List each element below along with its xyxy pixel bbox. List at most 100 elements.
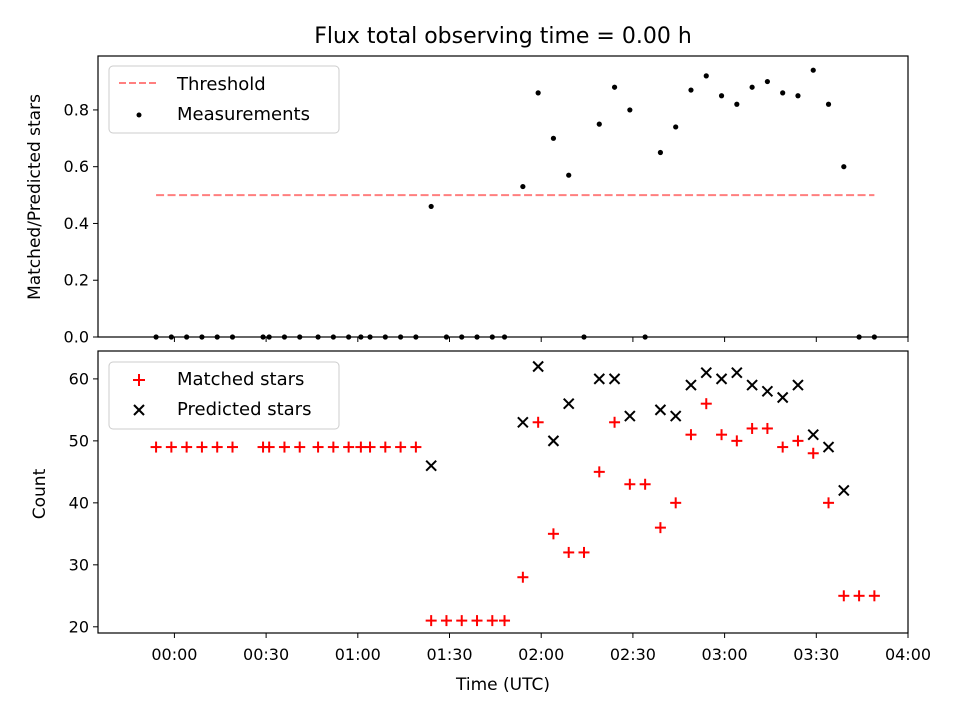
- x-axis-label: Time (UTC): [455, 675, 550, 695]
- predicted-marker-b: [425, 459, 437, 472]
- predicted-marker-b: [654, 404, 667, 416]
- matched-star-point: [685, 429, 697, 441]
- x-tick-label: 00:30: [243, 645, 289, 664]
- x-tick-label: 01:00: [335, 645, 381, 664]
- count-y-tick-label: 40: [69, 493, 89, 512]
- matched-star-point: [456, 615, 468, 627]
- count-y-tick-label: 30: [69, 555, 89, 574]
- matched-star-point: [165, 441, 177, 453]
- predicted-star-point: [547, 435, 560, 447]
- matched-star-point: [807, 447, 819, 459]
- ratio-y-tick-label: 0.4: [64, 214, 89, 233]
- ratio-panel: 0.00.20.40.60.8 Matched/Predicted stars …: [25, 55, 909, 347]
- legend-matched-label: Matched stars: [177, 369, 304, 390]
- measurement-point: [688, 87, 694, 93]
- x-tick-label: 02:30: [610, 645, 656, 664]
- matched-star-point: [532, 416, 544, 428]
- predicted-marker-b: [608, 373, 621, 385]
- ratio-y-tick-label: 0.2: [64, 271, 89, 290]
- count-axes-frame: [97, 350, 909, 634]
- matched-star-point: [440, 615, 452, 627]
- measurement-point: [657, 149, 664, 156]
- predicted-marker-b: [807, 428, 819, 441]
- measurement-point: [749, 84, 755, 90]
- matched-star-point: [327, 441, 339, 453]
- ratio-y-ticks: 0.0 0.2 0.4 0.6 0.8: [64, 100, 98, 347]
- count-legend: Matched stars Predicted stars: [108, 361, 340, 430]
- matched-star-point: [263, 441, 275, 453]
- ratio-axes-frame: [97, 55, 909, 338]
- predicted-star-point: [563, 397, 575, 410]
- count-plot-area: [150, 360, 880, 627]
- legend-predicted-label: Predicted stars: [177, 399, 311, 420]
- chart-title: Flux total observing time = 0.00 h: [314, 24, 692, 49]
- ratio-y-tick-label: 0.8: [64, 100, 89, 119]
- matched-star-point: [761, 422, 773, 434]
- x-tick-label: 04:00: [885, 645, 931, 664]
- predicted-marker-b: [776, 391, 789, 404]
- matched-star-point: [670, 497, 682, 509]
- measurement-point: [841, 164, 847, 170]
- matched-star-point: [410, 441, 422, 453]
- predicted-star-point: [731, 366, 743, 379]
- x-tick-label: 00:00: [151, 645, 197, 664]
- matched-star-point: [823, 497, 835, 509]
- matched-star-point: [312, 441, 324, 453]
- ratio-legend: Threshold Measurements: [108, 65, 340, 134]
- matched-star-point: [355, 441, 367, 453]
- legend-threshold-label: Threshold: [176, 74, 266, 95]
- matched-star-point: [181, 441, 193, 453]
- count-y-ticks: 20 30 40 50 60: [69, 369, 98, 636]
- matched-star-point: [853, 590, 865, 602]
- predicted-star-point: [807, 428, 819, 441]
- matched-star-point: [425, 615, 437, 627]
- measurement-point: [550, 135, 557, 141]
- predicted-star-point: [746, 379, 758, 391]
- matched-star-point: [700, 398, 712, 410]
- matched-star-point: [379, 441, 391, 453]
- matched-star-point: [639, 478, 651, 490]
- predicted-marker-b: [792, 379, 804, 391]
- matched-star-point: [731, 435, 743, 447]
- predicted-star-point: [425, 459, 437, 472]
- predicted-marker-b: [731, 366, 743, 379]
- measurement-point: [780, 90, 786, 96]
- matched-star-point: [395, 441, 407, 453]
- matched-star-point: [868, 590, 880, 602]
- predicted-marker-b: [517, 416, 529, 428]
- predicted-marker-b: [838, 484, 850, 497]
- predicted-star-point: [685, 379, 697, 391]
- count-y-tick-label: 50: [69, 431, 89, 450]
- matched-star-point: [777, 441, 789, 453]
- count-x-ticks: 00:00 00:30 01:00 01:30 02:00 02:30 03:00 03:30…: [151, 633, 931, 664]
- predicted-star-point: [700, 366, 712, 379]
- predicted-marker-b: [593, 373, 605, 385]
- ratio-y-tick-label: 0.6: [64, 157, 89, 176]
- measurements-legend-swatch: [136, 112, 142, 118]
- predicted-marker-b: [624, 410, 636, 422]
- measurement-point: [703, 73, 709, 79]
- measurement-point: [627, 107, 633, 113]
- measurement-point: [795, 93, 801, 99]
- measurement-point: [718, 93, 725, 99]
- measurement-point: [428, 203, 434, 210]
- matched-star-point: [364, 441, 376, 453]
- ratio-y-axis-label: Matched/Predicted stars: [25, 94, 45, 300]
- matched-star-point: [624, 478, 636, 490]
- measurement-point: [673, 124, 679, 130]
- measurement-point: [810, 67, 816, 73]
- matched-star-point: [746, 422, 758, 434]
- count-y-tick-label: 60: [69, 369, 89, 388]
- count-panel: 20 30 40 50 60 00:00 00:30 01:00 01:30 02:00 02:3…: [30, 350, 931, 695]
- matched-star-point: [716, 429, 728, 441]
- matched-star-point: [226, 441, 238, 453]
- matched-legend-swatch: [133, 374, 145, 386]
- ratio-x-ticks: [173, 337, 909, 342]
- matched-star-point: [294, 441, 306, 453]
- predicted-marker-b: [700, 366, 712, 379]
- measurement-point: [825, 101, 832, 107]
- measurement-point: [520, 183, 526, 190]
- matched-star-point: [499, 615, 511, 627]
- predicted-marker-b: [715, 373, 728, 385]
